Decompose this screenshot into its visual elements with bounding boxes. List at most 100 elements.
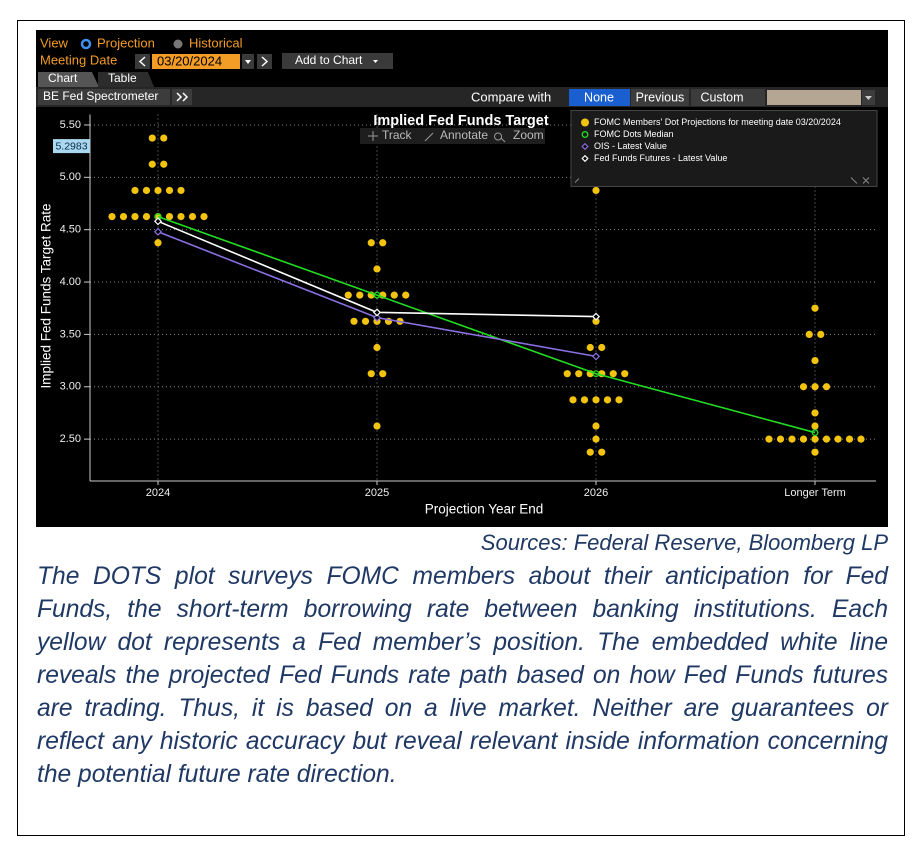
chart-title: Implied Fed Funds Target [373,113,549,129]
legend-marker [581,142,589,151]
dot [857,435,865,443]
tab-label[interactable]: Table [108,71,137,85]
spectrometer[interactable]: BE Fed Spectrometer [43,89,158,103]
add-to-chart[interactable]: Add to Chart [295,53,363,67]
dot [373,265,381,273]
view-label: View [40,35,69,50]
legend-entry: FOMC Dots Median [594,129,674,139]
compare-previous[interactable] [631,89,689,106]
dot [188,212,197,221]
compare-option[interactable]: None [584,90,614,104]
dot [379,370,387,378]
plot: 5.50 5.00 4.50 4.00 3.50 3.00 2.50 2024 2025 2026… [53,110,878,499]
dot [598,343,606,352]
dot [592,422,600,430]
dot [811,383,819,391]
tab[interactable] [98,72,154,87]
view-option[interactable]: Historical [189,35,243,50]
y-axis-title: Implied Fed Funds Target Rate [39,203,54,388]
compare-label: Compare with [471,89,551,104]
y-tick-label: 4.50 [60,224,81,236]
chart-tool[interactable]: Track [382,128,413,142]
dot [200,212,208,221]
expand-icon [182,92,189,102]
dot [598,448,606,456]
dot [580,396,589,404]
dot [811,304,819,312]
dot [592,186,600,195]
dot [154,186,162,195]
dot [148,134,156,142]
meeting-date-label: Meeting Date [40,52,117,67]
y-tick-label: 5.00 [60,171,81,183]
dot [344,291,352,299]
spectrometer-button[interactable] [38,89,170,105]
prev-button[interactable] [135,54,150,69]
vertex [591,352,601,361]
y-tick-label: 2.50 [60,433,81,445]
add-button[interactable] [282,53,393,69]
custom-field[interactable] [767,90,861,105]
radio-on[interactable] [80,38,92,50]
dot [569,396,577,404]
dot [142,212,151,221]
chart-tool[interactable]: Zoom [513,128,544,142]
vertex [373,291,381,299]
vertex [591,312,601,321]
dot [154,239,162,247]
vertex [372,313,382,322]
view-option[interactable]: Projection [97,35,155,50]
compare-none[interactable] [569,89,630,106]
dot [148,160,156,168]
dot [811,448,819,456]
meeting-date[interactable]: 03/20/2024 [157,53,222,68]
dot [845,435,854,443]
tab-label[interactable]: Chart [48,71,78,85]
terminal-chart: View Projection Historical Meeting Date … [36,30,888,527]
dot [131,212,139,221]
legend-entry: Fed Funds Futures - Latest Value [594,153,727,163]
dot [776,435,785,443]
dot [373,422,381,430]
compare-custom[interactable] [691,89,765,106]
legend-marker [581,154,589,163]
tool-icons [368,131,506,143]
legend-marker [581,131,589,138]
dot [811,409,819,417]
frame [17,20,905,836]
dot [177,212,185,221]
x-tick-label: 2024 [146,487,170,499]
chart-tool[interactable]: Annotate [440,128,488,142]
prev-icon [138,56,146,67]
vertex [153,217,163,226]
dot [367,239,375,247]
legend-entry: OIS - Latest Value [594,141,667,151]
x-tick-label: 2025 [365,487,389,499]
legend: FOMC Members' Dot Projections for meetin… [570,110,878,187]
cursor-label: 5.2983 [55,140,87,152]
dot [402,291,410,299]
compare-option[interactable]: Custom [700,90,743,104]
expand-icon [176,92,183,102]
next-button[interactable] [257,54,272,69]
radio-off[interactable] [173,39,183,49]
dot [592,317,600,325]
compare-option[interactable]: Previous [636,90,685,104]
dot [788,435,796,443]
source: Sources: Federal Reserve, Bloomberg LP [480,530,888,555]
tab-active[interactable] [38,72,99,87]
dot [765,435,773,443]
cursor-box [53,139,90,154]
dot [119,212,128,221]
dot [586,343,594,352]
dot [373,343,381,352]
dot [131,186,139,195]
caption-text: The DOTS plot surveys FOMC members about… [37,563,888,788]
dot [621,370,629,378]
legend-icons [574,177,870,184]
dot [592,435,600,443]
date-field[interactable] [152,54,240,69]
dot [367,370,375,378]
dot [586,448,594,456]
dot [805,330,813,338]
